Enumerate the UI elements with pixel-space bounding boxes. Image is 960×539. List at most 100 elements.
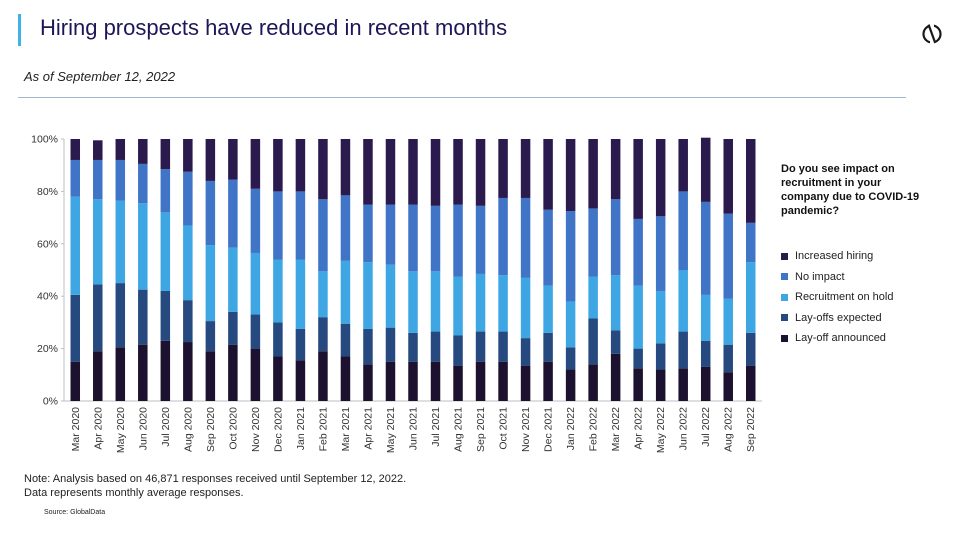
bar-segment-no-impact xyxy=(205,180,216,246)
bar-segment-no-impact xyxy=(228,179,238,248)
x-tick-label: Dec 2021 xyxy=(543,407,555,452)
bar-segment-increased-hiring xyxy=(453,139,463,205)
x-tick-label: May 2021 xyxy=(385,407,397,453)
bar-segment-increased-hiring xyxy=(745,139,756,223)
bar-segment-lay-off-announced xyxy=(70,361,81,401)
bar-segment-no-impact xyxy=(250,188,261,253)
x-tick-label: Jun 2022 xyxy=(678,407,690,450)
bar-segment-recruitment-on-hold xyxy=(678,270,688,332)
bar-segment-no-impact xyxy=(340,195,351,261)
bar-segment-lay-off-announced xyxy=(250,348,261,401)
bar-segment-recruitment-on-hold xyxy=(295,259,306,329)
bar-segment-lay-offs-expected xyxy=(700,340,711,367)
bar-segment-increased-hiring xyxy=(115,139,126,160)
bar-segment-increased-hiring xyxy=(228,139,238,180)
y-tick-label: 60% xyxy=(37,238,58,250)
bar-segment-no-impact xyxy=(318,199,328,272)
x-tick-label: Aug 2020 xyxy=(182,407,194,452)
bar-segment-increased-hiring xyxy=(723,139,733,214)
bar-segment-lay-off-announced xyxy=(205,351,216,401)
x-tick-label: Sep 2022 xyxy=(745,407,757,452)
x-tick-label: Apr 2020 xyxy=(92,407,104,450)
bar-segment-increased-hiring xyxy=(475,139,486,206)
bar-segment-lay-offs-expected xyxy=(93,284,103,352)
legend-label: Lay-offs expected xyxy=(795,311,882,324)
bar-segment-lay-off-announced xyxy=(385,361,396,401)
bar-segment-no-impact xyxy=(520,197,531,278)
bar-segment-recruitment-on-hold xyxy=(205,245,216,322)
bar-segment-no-impact xyxy=(70,159,81,197)
bar-segment-recruitment-on-hold xyxy=(588,276,598,319)
bar-segment-lay-off-announced xyxy=(430,361,441,401)
bar-segment-lay-off-announced xyxy=(565,369,576,401)
bar-segment-lay-off-announced xyxy=(453,365,463,401)
bar-segment-increased-hiring xyxy=(543,139,553,210)
x-tick-label: Apr 2021 xyxy=(362,407,374,450)
footnote-line: Note: Analysis based on 46,871 responses… xyxy=(24,473,407,485)
bar-segment-lay-off-announced xyxy=(520,365,531,401)
bar-segment-recruitment-on-hold xyxy=(408,271,418,333)
x-tick-label: May 2022 xyxy=(655,407,667,453)
bar-segment-recruitment-on-hold xyxy=(520,277,531,339)
bar-segment-no-impact xyxy=(160,169,171,213)
bar-segment-no-impact xyxy=(453,204,463,277)
bar-segment-increased-hiring xyxy=(318,139,328,200)
bar-segment-lay-offs-expected xyxy=(655,343,666,370)
x-tick-label: Jul 2020 xyxy=(160,407,172,447)
page-subtitle: As of September 12, 2022 xyxy=(24,69,176,84)
x-tick-label: Oct 2021 xyxy=(498,407,510,450)
bar-segment-recruitment-on-hold xyxy=(475,273,486,332)
bar-segment-lay-off-announced xyxy=(273,356,283,401)
bar-segment-lay-off-announced xyxy=(115,347,126,401)
y-tick-label: 100% xyxy=(31,134,58,146)
x-tick-label: Feb 2021 xyxy=(317,407,329,452)
bar-segment-increased-hiring xyxy=(363,139,373,205)
bar-segment-lay-off-announced xyxy=(498,361,508,401)
legend-swatch xyxy=(781,334,788,342)
bar-segment-lay-off-announced xyxy=(228,344,238,401)
bar-segment-recruitment-on-hold xyxy=(115,200,126,284)
bar-segment-increased-hiring xyxy=(520,139,531,198)
bar-segment-increased-hiring xyxy=(138,139,148,164)
bar-segment-recruitment-on-hold xyxy=(565,301,576,348)
bar-segment-increased-hiring xyxy=(633,139,643,219)
bar-segment-lay-off-announced xyxy=(93,351,103,401)
bar-segment-lay-offs-expected xyxy=(430,331,441,362)
x-tick-label: Dec 2020 xyxy=(272,407,284,452)
bar-segment-recruitment-on-hold xyxy=(610,275,621,331)
bar-segment-increased-hiring xyxy=(205,139,216,181)
bar-segment-no-impact xyxy=(678,191,688,270)
y-tick-label: 40% xyxy=(37,291,58,303)
bar-segment-increased-hiring xyxy=(160,139,171,170)
page-title: Hiring prospects have reduced in recent … xyxy=(40,15,508,40)
bar-segment-lay-off-announced xyxy=(183,342,193,401)
legend-item-lay-off-announced: Lay-off announced xyxy=(781,328,893,349)
bar-segment-increased-hiring xyxy=(588,139,598,209)
bar-segment-increased-hiring xyxy=(655,139,666,217)
bar-segment-recruitment-on-hold xyxy=(250,252,261,315)
bar-segment-lay-offs-expected xyxy=(205,321,216,352)
bar-segment-recruitment-on-hold xyxy=(543,285,553,333)
y-tick-label: 80% xyxy=(37,186,58,198)
bar-segment-lay-offs-expected xyxy=(228,311,238,345)
legend-item-recruitment-on-hold: Recruitment on hold xyxy=(781,287,893,308)
bar-segment-increased-hiring xyxy=(498,139,508,198)
x-tick-label: Jan 2021 xyxy=(295,407,307,450)
bar-segment-lay-offs-expected xyxy=(318,317,328,352)
bar-segment-lay-offs-expected xyxy=(543,332,553,362)
bar-segment-recruitment-on-hold xyxy=(633,285,643,349)
bar-segment-increased-hiring xyxy=(340,139,351,196)
bar-segment-lay-off-announced xyxy=(295,360,306,401)
bar-segment-lay-off-announced xyxy=(723,372,733,401)
bar-segment-lay-offs-expected xyxy=(588,318,598,365)
bar-segment-lay-offs-expected xyxy=(520,338,531,366)
bar-segment-increased-hiring xyxy=(273,139,283,192)
bar-segment-increased-hiring xyxy=(385,139,396,205)
bar-segment-lay-offs-expected xyxy=(633,348,643,369)
legend-item-increased-hiring: Increased hiring xyxy=(781,246,893,267)
bar-segment-lay-off-announced xyxy=(610,353,621,401)
bar-segment-no-impact xyxy=(363,204,373,263)
footnote-line: Data represents monthly average response… xyxy=(24,487,244,499)
bar-segment-recruitment-on-hold xyxy=(700,294,711,341)
x-tick-label: May 2020 xyxy=(115,407,127,453)
